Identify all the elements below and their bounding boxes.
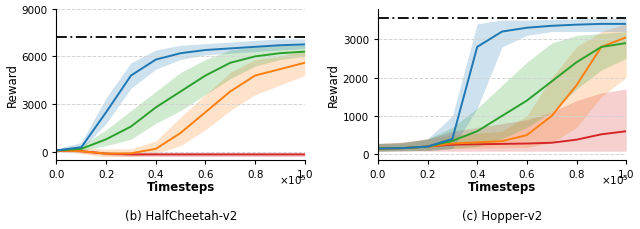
X-axis label: Timesteps: Timesteps <box>147 181 215 194</box>
Title: (b) HalfCheetah-v2: (b) HalfCheetah-v2 <box>125 210 237 222</box>
Title: (c) Hopper-v2: (c) Hopper-v2 <box>462 210 542 222</box>
Y-axis label: Reward: Reward <box>327 63 340 107</box>
Text: $\times10^5$: $\times10^5$ <box>601 172 628 186</box>
Y-axis label: Reward: Reward <box>6 63 19 107</box>
X-axis label: Timesteps: Timesteps <box>468 181 536 194</box>
Text: $\times10^5$: $\times10^5$ <box>279 172 307 186</box>
